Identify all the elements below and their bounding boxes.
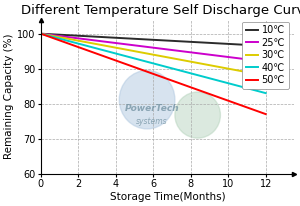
Text: systems: systems [136, 117, 168, 126]
Ellipse shape [175, 92, 220, 138]
Y-axis label: Remaining Capacity (%): Remaining Capacity (%) [4, 34, 14, 159]
Text: PowerTech: PowerTech [125, 104, 179, 114]
Legend: 10℃, 25℃, 30℃, 40℃, 50℃: 10℃, 25℃, 30℃, 40℃, 50℃ [242, 21, 289, 89]
Ellipse shape [119, 70, 175, 129]
X-axis label: Storage Time(Months): Storage Time(Months) [110, 192, 225, 202]
Title: Different Temperature Self Discharge Curve: Different Temperature Self Discharge Cur… [21, 4, 300, 17]
